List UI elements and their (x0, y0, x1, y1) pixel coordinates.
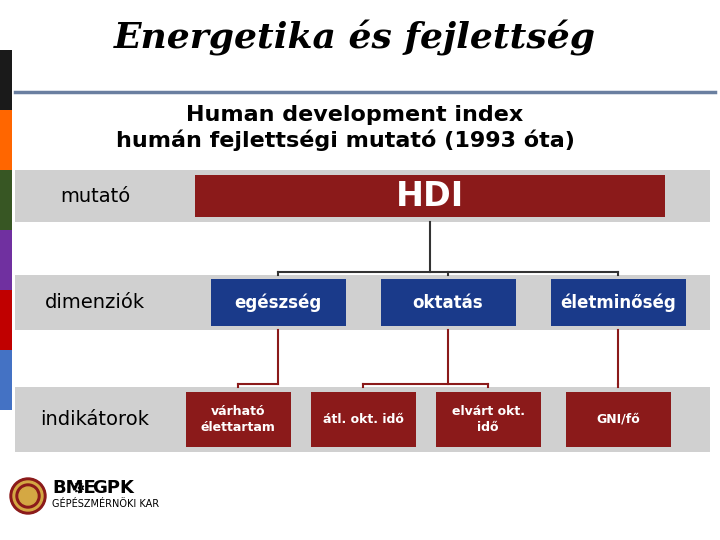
Text: GNI/fő: GNI/fő (596, 413, 640, 426)
FancyBboxPatch shape (380, 279, 516, 326)
FancyBboxPatch shape (0, 50, 12, 110)
Text: BME: BME (52, 479, 96, 497)
FancyBboxPatch shape (15, 275, 710, 330)
FancyBboxPatch shape (0, 170, 12, 230)
FancyBboxPatch shape (15, 387, 710, 452)
Text: átl. okt. idő: átl. okt. idő (323, 413, 403, 426)
FancyBboxPatch shape (186, 392, 290, 447)
Text: oktatás: oktatás (413, 294, 483, 312)
Text: egészség: egészség (235, 293, 322, 312)
Text: humán fejlettségi mutató (1993 óta): humán fejlettségi mutató (1993 óta) (116, 129, 575, 151)
Text: indikátorok: indikátorok (40, 410, 150, 429)
Text: életminőség: életminőség (560, 293, 676, 312)
Text: várható
élettartam: várható élettartam (201, 405, 276, 434)
Text: Human development index: Human development index (186, 105, 523, 125)
Circle shape (13, 481, 43, 511)
Circle shape (10, 478, 46, 514)
FancyBboxPatch shape (195, 175, 665, 217)
Circle shape (16, 484, 40, 508)
Text: elvárt okt.
idő: elvárt okt. idő (451, 405, 524, 434)
Text: Energetika és fejlettség: Energetika és fejlettség (114, 20, 596, 56)
Text: GÉPÉSZMÉRNÖKI KAR: GÉPÉSZMÉRNÖKI KAR (52, 499, 159, 509)
FancyBboxPatch shape (210, 279, 346, 326)
FancyBboxPatch shape (551, 279, 685, 326)
Text: mutató: mutató (60, 186, 130, 206)
Text: dimenziók: dimenziók (45, 293, 145, 312)
Circle shape (19, 487, 37, 505)
FancyBboxPatch shape (0, 110, 12, 170)
Text: ⚙: ⚙ (71, 481, 85, 496)
FancyBboxPatch shape (565, 392, 670, 447)
FancyBboxPatch shape (0, 290, 12, 350)
FancyBboxPatch shape (0, 230, 12, 290)
Text: GPK: GPK (92, 479, 134, 497)
FancyBboxPatch shape (0, 350, 12, 410)
FancyBboxPatch shape (436, 392, 541, 447)
Text: HDI: HDI (396, 179, 464, 213)
FancyBboxPatch shape (310, 392, 415, 447)
FancyBboxPatch shape (15, 170, 710, 222)
